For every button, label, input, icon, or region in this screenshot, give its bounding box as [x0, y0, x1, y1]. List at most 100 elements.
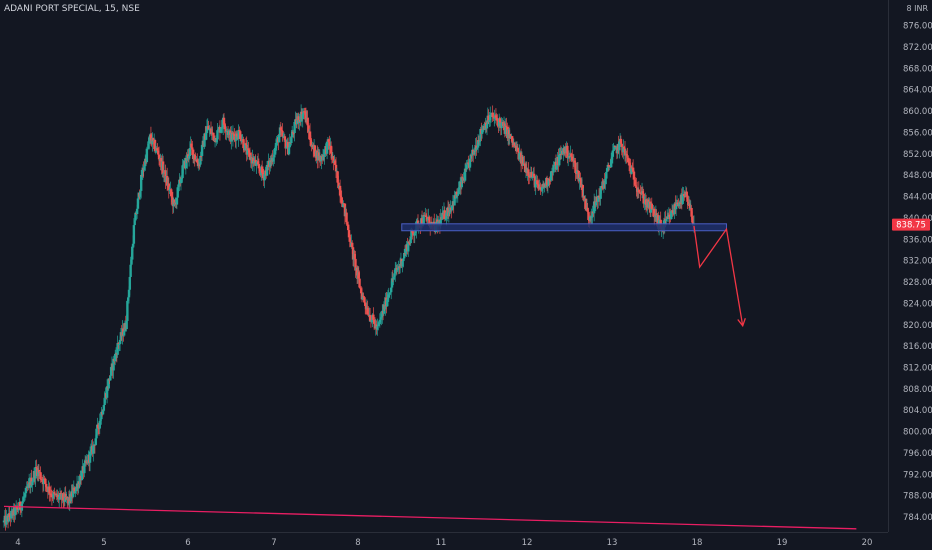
candle-body	[545, 177, 549, 187]
candle-body	[179, 179, 183, 184]
candle-body	[143, 166, 146, 170]
price-tick-label: 816.00	[903, 342, 932, 352]
candle-body	[162, 172, 166, 174]
candle-body	[444, 218, 447, 220]
candle-body	[59, 493, 63, 495]
candle-body	[238, 129, 241, 132]
candle-body	[272, 157, 275, 162]
candle-body	[376, 326, 379, 330]
candle-body	[610, 156, 614, 160]
candle-body	[420, 218, 424, 226]
projection-path[interactable]	[693, 225, 744, 326]
candle-body	[44, 478, 47, 484]
candle-body	[386, 297, 390, 300]
candle-body	[591, 211, 594, 217]
candle-body	[670, 211, 673, 219]
candle-body	[622, 146, 626, 149]
candle-body	[607, 165, 610, 167]
candle-body	[332, 156, 335, 163]
candle-body	[244, 143, 248, 145]
candle-body	[516, 147, 520, 152]
candle-body	[191, 149, 195, 160]
last-price-marker: 838.75	[892, 218, 930, 231]
candle-body	[575, 170, 579, 174]
price-tick-label: 856.00	[903, 128, 932, 138]
candle-body	[97, 428, 101, 430]
currency-code: INR	[914, 4, 928, 13]
candle-body	[404, 248, 408, 254]
candle-body	[392, 277, 395, 280]
price-axis[interactable]: 784.00 788.00 792.00 796.00 800.00 804.00 808.…	[903, 22, 932, 523]
candle-body	[489, 114, 492, 120]
candle-body	[182, 164, 185, 166]
candle-body	[153, 139, 157, 152]
price-tick-label: 868.00	[903, 64, 932, 74]
candle-body	[301, 113, 304, 120]
candle-body	[95, 428, 98, 439]
last-price-text: 838.75	[896, 221, 926, 231]
candle-body	[114, 353, 117, 362]
candle-body	[2, 520, 6, 523]
candle-body	[302, 111, 305, 114]
candle-body	[293, 121, 296, 134]
time-tick-label: 4	[15, 538, 20, 548]
candle-body	[217, 129, 220, 131]
price-tick-label: 800.00	[903, 428, 932, 438]
trendline[interactable]	[3, 505, 857, 530]
time-axis[interactable]: 4 5 6 7 8 11 12 13 18 19 20	[15, 538, 872, 548]
candle-body	[280, 129, 283, 131]
candle-body	[222, 117, 226, 125]
candle-body	[145, 148, 149, 163]
chart-title: ADANI PORT SPECIAL, 15, NSE	[4, 4, 140, 14]
candle-body	[479, 128, 482, 141]
candle-body	[628, 163, 632, 166]
candle-body	[265, 164, 269, 176]
candle-body	[620, 143, 623, 147]
candle-body	[571, 156, 574, 161]
candle-body	[279, 127, 283, 130]
candle-body	[367, 314, 370, 316]
candle-body	[290, 131, 294, 138]
candle-body	[128, 276, 132, 290]
candle-body	[136, 198, 140, 209]
candle-body	[42, 478, 45, 485]
candle-body	[687, 201, 690, 206]
candle-body	[548, 178, 551, 181]
candle-body	[227, 131, 231, 135]
candle-body	[541, 186, 544, 191]
candle-body	[348, 237, 352, 242]
candle-body	[105, 386, 109, 398]
candle-body	[200, 145, 204, 156]
candle-body	[527, 169, 530, 176]
candle-body	[668, 214, 671, 217]
candle-body	[304, 111, 308, 123]
price-tick-label: 844.00	[903, 193, 932, 203]
candle-body	[221, 126, 224, 128]
candle-body	[102, 405, 106, 411]
candle-body	[34, 467, 37, 479]
candle-body	[187, 156, 191, 159]
candle-body	[528, 175, 531, 177]
candle-body	[605, 171, 608, 179]
candle-body	[208, 129, 211, 131]
candle-body	[402, 258, 405, 262]
candle-body	[247, 148, 250, 151]
candle-body	[632, 171, 636, 180]
candle-body	[671, 210, 675, 213]
candle-body	[154, 150, 157, 152]
candle-body	[491, 112, 494, 118]
candle-body	[130, 259, 133, 265]
candle-body	[247, 150, 251, 153]
candle-body	[77, 481, 80, 489]
candle-body	[573, 160, 576, 163]
support-zone[interactable]	[401, 223, 727, 232]
candle-body	[122, 331, 126, 336]
candle-body	[132, 225, 136, 244]
candle-body	[112, 358, 115, 371]
candle-body	[377, 324, 380, 327]
candle-body	[472, 150, 476, 155]
candle-body	[357, 272, 360, 279]
candle-body	[327, 139, 330, 142]
candle-body	[325, 141, 329, 154]
